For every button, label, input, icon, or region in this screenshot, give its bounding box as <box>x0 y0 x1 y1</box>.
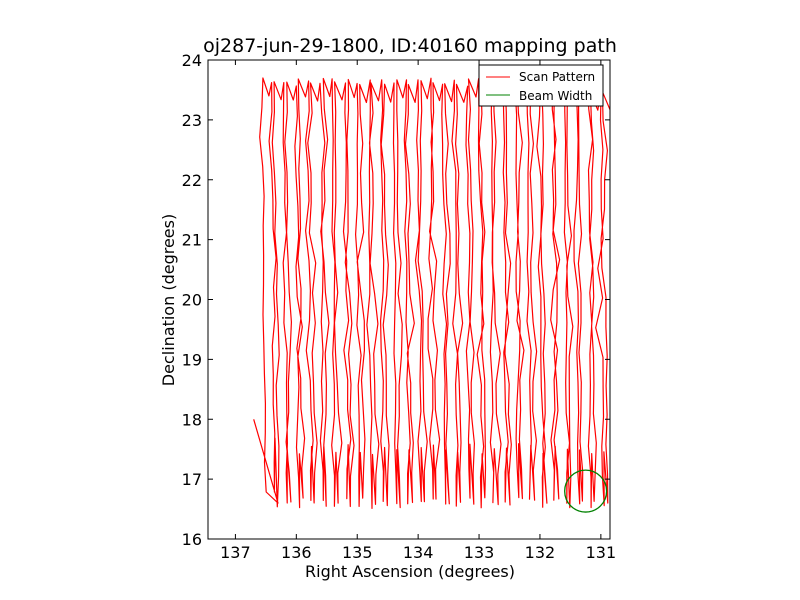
y-axis-label: Declination (degrees) <box>159 214 178 386</box>
chart-title: oj287-jun-29-1800, ID:40160 mapping path <box>203 35 617 57</box>
legend-box <box>478 64 604 107</box>
y-tick-label: 16 <box>182 530 202 549</box>
y-tick-label: 18 <box>182 410 202 429</box>
y-tick-label: 23 <box>182 111 202 130</box>
x-tick-label: 131 <box>586 543 617 562</box>
legend: Scan Pattern Beam Width <box>478 64 604 107</box>
x-tick-label: 132 <box>525 543 556 562</box>
x-tick-label: 134 <box>403 543 434 562</box>
legend-scan-label: Scan Pattern <box>519 70 595 84</box>
y-tick-label: 17 <box>182 470 202 489</box>
x-tick-label: 133 <box>464 543 495 562</box>
x-axis: 137 136 135 134 133 132 131 <box>220 60 616 562</box>
beam-width-circle <box>564 469 608 513</box>
x-tick-label: 135 <box>342 543 373 562</box>
y-tick-label: 21 <box>182 231 202 250</box>
x-axis-label: Right Ascension (degrees) <box>305 562 515 581</box>
y-tick-label: 20 <box>182 291 202 310</box>
y-tick-label: 19 <box>182 350 202 369</box>
y-tick-label: 22 <box>182 171 202 190</box>
y-tick-label: 24 <box>182 51 202 70</box>
x-tick-label: 136 <box>281 543 312 562</box>
x-tick-label: 137 <box>220 543 251 562</box>
y-axis: 16 17 18 19 20 21 22 23 24 <box>182 51 610 549</box>
legend-beam-label: Beam Width <box>519 89 592 103</box>
plot-area <box>253 77 610 513</box>
scan-pattern-line <box>253 77 610 509</box>
